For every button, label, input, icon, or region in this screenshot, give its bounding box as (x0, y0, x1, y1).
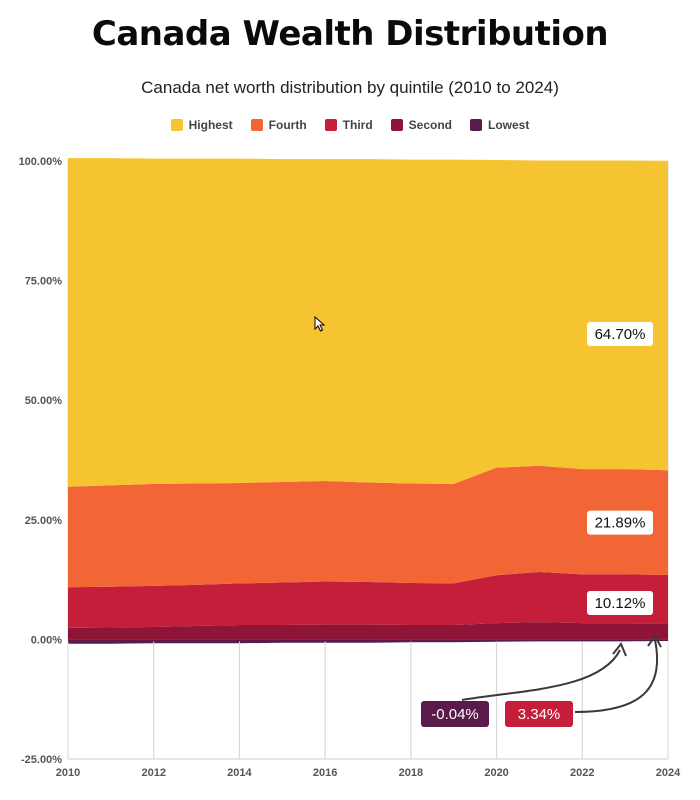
legend-item-second[interactable]: Second (390, 118, 452, 132)
legend-label: Second (408, 118, 452, 132)
value-label-fourth: 21.89% (595, 515, 646, 532)
legend: Highest Fourth Third Second Lowest (0, 118, 700, 132)
y-tick-label: 100.00% (19, 156, 63, 168)
value-label-highest: 64.70% (595, 326, 646, 343)
area-fourth (68, 465, 668, 588)
arrow-head (612, 642, 627, 657)
area-second (68, 622, 668, 640)
legend-label: Third (342, 118, 373, 132)
x-tick-label: 2018 (399, 767, 423, 779)
x-tick-label: 2016 (313, 767, 337, 779)
value-label-bg (587, 322, 653, 346)
area-third (68, 571, 668, 628)
value-label-bg (587, 591, 653, 615)
x-tick-label: 2020 (484, 767, 508, 779)
legend-label: Lowest (488, 118, 530, 132)
legend-swatch (324, 119, 337, 131)
value-label-lowest: -0.04% (431, 706, 479, 723)
legend-item-fourth[interactable]: Fourth (250, 118, 307, 132)
value-label-second: 3.34% (518, 706, 561, 723)
legend-item-lowest[interactable]: Lowest (470, 118, 529, 132)
legend-swatch (470, 119, 482, 131)
legend-item-highest[interactable]: Highest (170, 118, 233, 132)
y-tick-label: 75.00% (25, 276, 63, 288)
legend-item-third[interactable]: Third (324, 118, 373, 132)
value-label-bg (587, 510, 653, 535)
x-tick-label: 2012 (141, 767, 165, 779)
y-tick-label: 50.00% (25, 395, 63, 407)
y-tick-label: 25.00% (25, 515, 63, 527)
area-lowest (68, 639, 668, 644)
x-tick-label: 2010 (56, 767, 80, 779)
x-tick-label: 2024 (656, 767, 681, 779)
legend-label: Highest (188, 118, 233, 132)
legend-swatch (170, 119, 183, 131)
value-label-bg (505, 701, 573, 727)
value-label-bg (421, 701, 489, 727)
legend-swatch (250, 119, 263, 131)
area-highest (68, 158, 668, 487)
y-tick-label: 0.00% (31, 634, 62, 646)
x-tick-label: 2014 (227, 767, 252, 779)
chart-subtitle: Canada net worth distribution by quintil… (141, 78, 559, 97)
mouse-pointer-icon (314, 316, 326, 332)
arrow-line (574, 639, 659, 713)
x-tick-label: 2022 (570, 767, 594, 779)
arrow-line (461, 649, 621, 701)
y-tick-label: -25.00% (21, 754, 62, 766)
legend-label: Fourth (268, 118, 307, 132)
value-label-third: 10.12% (595, 595, 646, 612)
arrow-head (647, 634, 662, 648)
chart-title: Canada Wealth Distribution (91, 14, 609, 54)
legend-swatch (390, 119, 403, 131)
